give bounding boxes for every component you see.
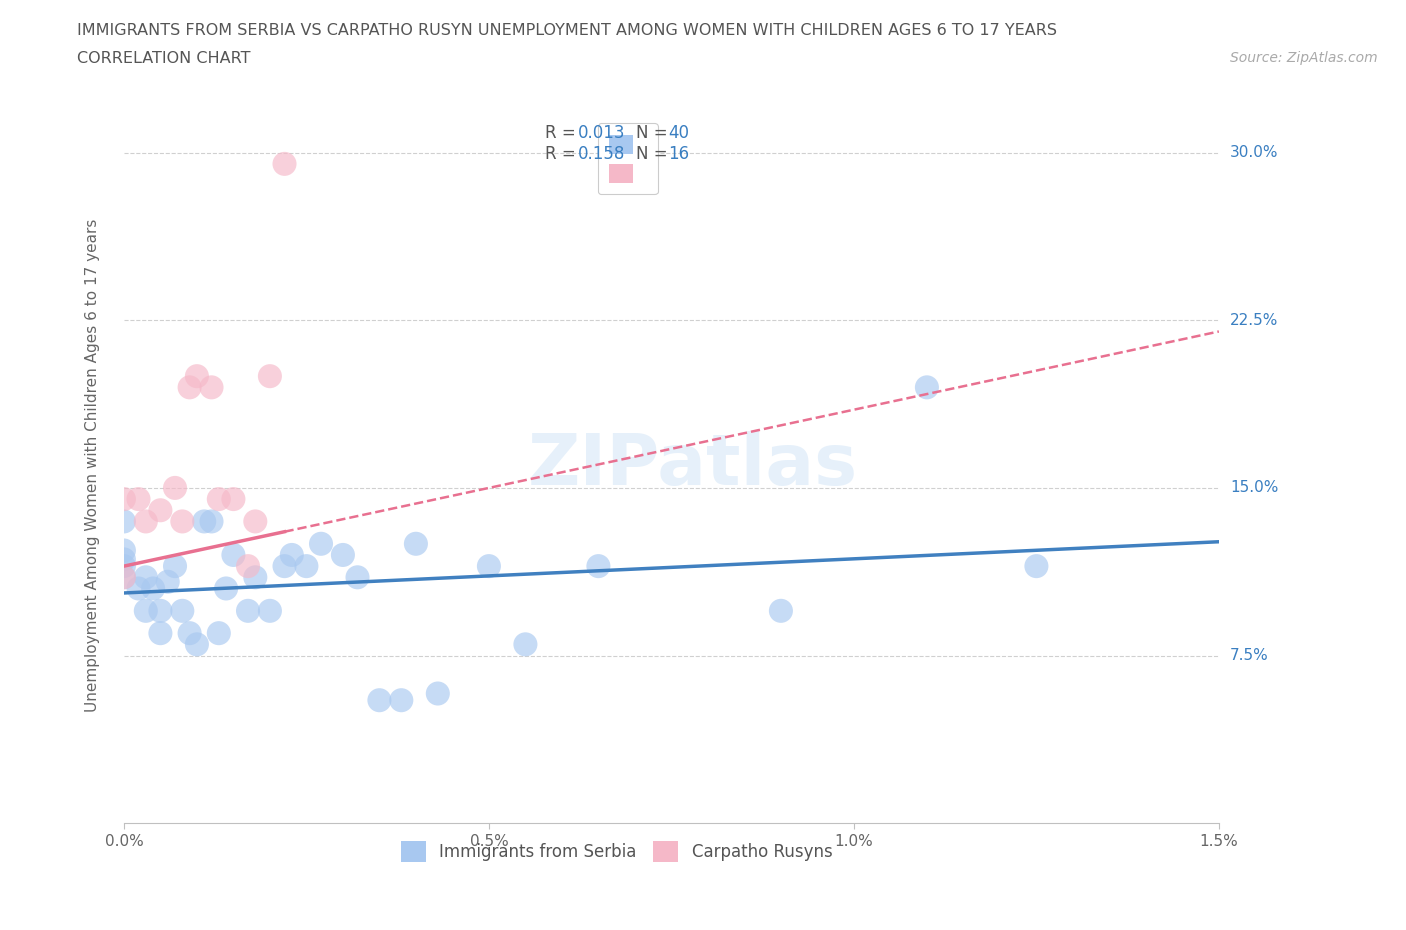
Text: N =: N = [637, 124, 673, 142]
Point [245, 570, 267, 585]
Y-axis label: Unemployment Among Women with Children Ages 6 to 17 years: Unemployment Among Women with Children A… [86, 219, 100, 712]
Point [163, 559, 186, 574]
Point [346, 570, 368, 585]
Point [179, 626, 201, 641]
Point [156, 575, 179, 590]
Point [135, 570, 157, 585]
Legend: Immigrants from Serbia, Carpatho Rusyns: Immigrants from Serbia, Carpatho Rusyns [394, 835, 839, 869]
Point [259, 604, 281, 618]
Point [149, 626, 172, 641]
Point [128, 581, 150, 596]
Point [245, 514, 267, 529]
Point [193, 514, 215, 529]
Point [309, 537, 332, 551]
Text: 0.013: 0.013 [578, 124, 626, 142]
Point [236, 559, 259, 574]
Point [915, 380, 938, 395]
Point [135, 604, 157, 618]
Point [112, 514, 135, 529]
Point [208, 492, 231, 507]
Text: CORRELATION CHART: CORRELATION CHART [77, 51, 250, 66]
Text: 16: 16 [668, 145, 689, 164]
Point [236, 604, 259, 618]
Point [112, 570, 135, 585]
Point [142, 581, 165, 596]
Text: Source: ZipAtlas.com: Source: ZipAtlas.com [1230, 51, 1378, 65]
Point [172, 514, 194, 529]
Text: 22.5%: 22.5% [1230, 312, 1278, 327]
Point [426, 686, 449, 701]
Point [273, 559, 295, 574]
Point [222, 548, 245, 563]
Point [222, 492, 245, 507]
Text: IMMIGRANTS FROM SERBIA VS CARPATHO RUSYN UNEMPLOYMENT AMONG WOMEN WITH CHILDREN : IMMIGRANTS FROM SERBIA VS CARPATHO RUSYN… [77, 23, 1057, 38]
Point [149, 503, 172, 518]
Point [215, 581, 238, 596]
Point [332, 548, 354, 563]
Point [588, 559, 610, 574]
Point [405, 537, 427, 551]
Point [186, 637, 208, 652]
Point [389, 693, 412, 708]
Text: 40: 40 [668, 124, 689, 142]
Point [186, 368, 208, 383]
Text: 15.0%: 15.0% [1230, 481, 1278, 496]
Point [478, 559, 501, 574]
Text: N =: N = [637, 145, 673, 164]
Point [179, 380, 201, 395]
Text: R =: R = [546, 124, 582, 142]
Point [163, 481, 186, 496]
Point [769, 604, 792, 618]
Point [135, 514, 157, 529]
Point [200, 514, 222, 529]
Point [368, 693, 391, 708]
Text: ZIPatlas: ZIPatlas [529, 432, 859, 500]
Point [149, 604, 172, 618]
Point [281, 548, 304, 563]
Text: 30.0%: 30.0% [1230, 145, 1278, 160]
Text: 0.158: 0.158 [578, 145, 626, 164]
Point [112, 570, 135, 585]
Point [112, 552, 135, 567]
Point [172, 604, 194, 618]
Point [515, 637, 537, 652]
Text: 7.5%: 7.5% [1230, 648, 1268, 663]
Point [112, 559, 135, 574]
Text: R =: R = [546, 145, 582, 164]
Point [128, 492, 150, 507]
Point [295, 559, 318, 574]
Point [259, 368, 281, 383]
Point [208, 626, 231, 641]
Point [200, 380, 222, 395]
Point [1025, 559, 1047, 574]
Point [112, 492, 135, 507]
Point [112, 543, 135, 558]
Point [273, 156, 295, 171]
